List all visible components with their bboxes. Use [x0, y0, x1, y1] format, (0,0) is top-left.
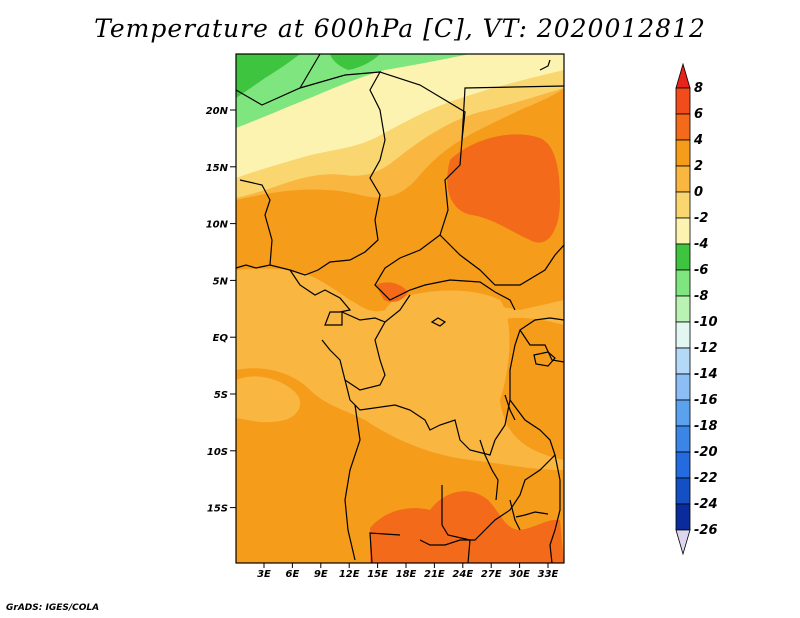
lat-label: 5S [214, 390, 228, 401]
colorbar-swatch [675, 503, 691, 531]
latitude-axis: 20N 15N 10N 5N EQ 5S 10S 15S [206, 106, 236, 515]
colorbar-label: 0 [694, 185, 703, 200]
lat-label: 15N [206, 163, 229, 174]
lon-label: 21E [424, 569, 445, 580]
field-0-2-center [379, 290, 510, 417]
colorbar-swatch [675, 399, 691, 427]
colorbar-label: 8 [694, 81, 703, 96]
field-m6-m4-north [236, 54, 470, 128]
colorbar-label: -4 [694, 237, 708, 252]
colorbar-label: -6 [694, 263, 708, 278]
colorbar-swatch [675, 191, 691, 219]
colorbar-label: -8 [694, 289, 708, 304]
colorbar-swatch [675, 217, 691, 245]
field-m8-m6-north [236, 54, 300, 98]
lat-label: 20N [206, 106, 229, 117]
country-borders [235, 53, 565, 564]
colorbar-swatch [675, 269, 691, 297]
lon-label: 24E [452, 569, 473, 580]
lat-label: 5N [213, 276, 229, 287]
lat-label: EQ [213, 333, 229, 344]
colorbar-label: -24 [694, 497, 718, 512]
colorbar-swatch [675, 113, 691, 141]
colorbar-swatch [675, 295, 691, 323]
lat-label: 10S [207, 447, 228, 458]
colorbar-swatch [675, 165, 691, 193]
colorbar-swatch [675, 425, 691, 453]
colorbar-label: 2 [694, 159, 703, 174]
colorbar-label: 4 [693, 133, 703, 148]
colorbar-label: -26 [694, 523, 718, 538]
colorbar-swatch [675, 451, 691, 479]
colorbar-swatch [675, 87, 691, 115]
map-frame [235, 53, 565, 564]
colorbar-swatch [675, 139, 691, 167]
field-4-6-northeast [447, 134, 560, 243]
lon-label: 33E [538, 569, 559, 580]
lon-label: 9E [314, 569, 328, 580]
map-title: Temperature at 600hPa [C], VT: 202001281… [94, 14, 706, 43]
longitude-axis: 3E 6E 9E 12E 15E 18E 21E 24E 27E 30E 33E [257, 563, 559, 580]
colorbar-label: -18 [694, 419, 718, 434]
lon-label: 18E [396, 569, 417, 580]
colorbar-label: -20 [694, 445, 718, 460]
colorbar-swatch [675, 321, 691, 349]
colorbar-label: -2 [694, 211, 708, 226]
colorbar-swatch [675, 373, 691, 401]
colorbar-swatch [675, 347, 691, 375]
colorbar-max-arrow [675, 62, 691, 89]
field-4-6-south [370, 491, 564, 563]
grads-credit: GrADS: IGES/COLA [6, 603, 100, 613]
colorbar-label: -12 [694, 341, 718, 356]
colorbar-label: -10 [694, 315, 718, 330]
lon-label: 3E [257, 569, 271, 580]
lon-label: 12E [339, 569, 360, 580]
colorbar-swatch [675, 243, 691, 271]
colorbar-label: -22 [694, 471, 718, 486]
colorbar-label: 6 [694, 107, 703, 122]
colorbar-label: -14 [694, 367, 718, 382]
lon-label: 30E [509, 569, 530, 580]
colorbar-label: -16 [694, 393, 718, 408]
lon-label: 15E [367, 569, 388, 580]
lon-label: 6E [286, 569, 300, 580]
field-0-2-southwest [236, 376, 301, 423]
temperature-field [236, 54, 564, 563]
lat-label: 15S [207, 504, 228, 515]
field-4-6-center [376, 282, 408, 302]
colorbar: 8 6 4 2 0 -2 -4 -6 -8 -10 -12 -14 -16 -18 -20 -22 -24 -26 [675, 62, 718, 556]
colorbar-swatch [675, 477, 691, 505]
lon-label: 27E [481, 569, 502, 580]
field-m8-m6-north-2 [330, 54, 380, 70]
lat-label: 10N [206, 220, 229, 231]
colorbar-min-arrow [675, 529, 691, 556]
